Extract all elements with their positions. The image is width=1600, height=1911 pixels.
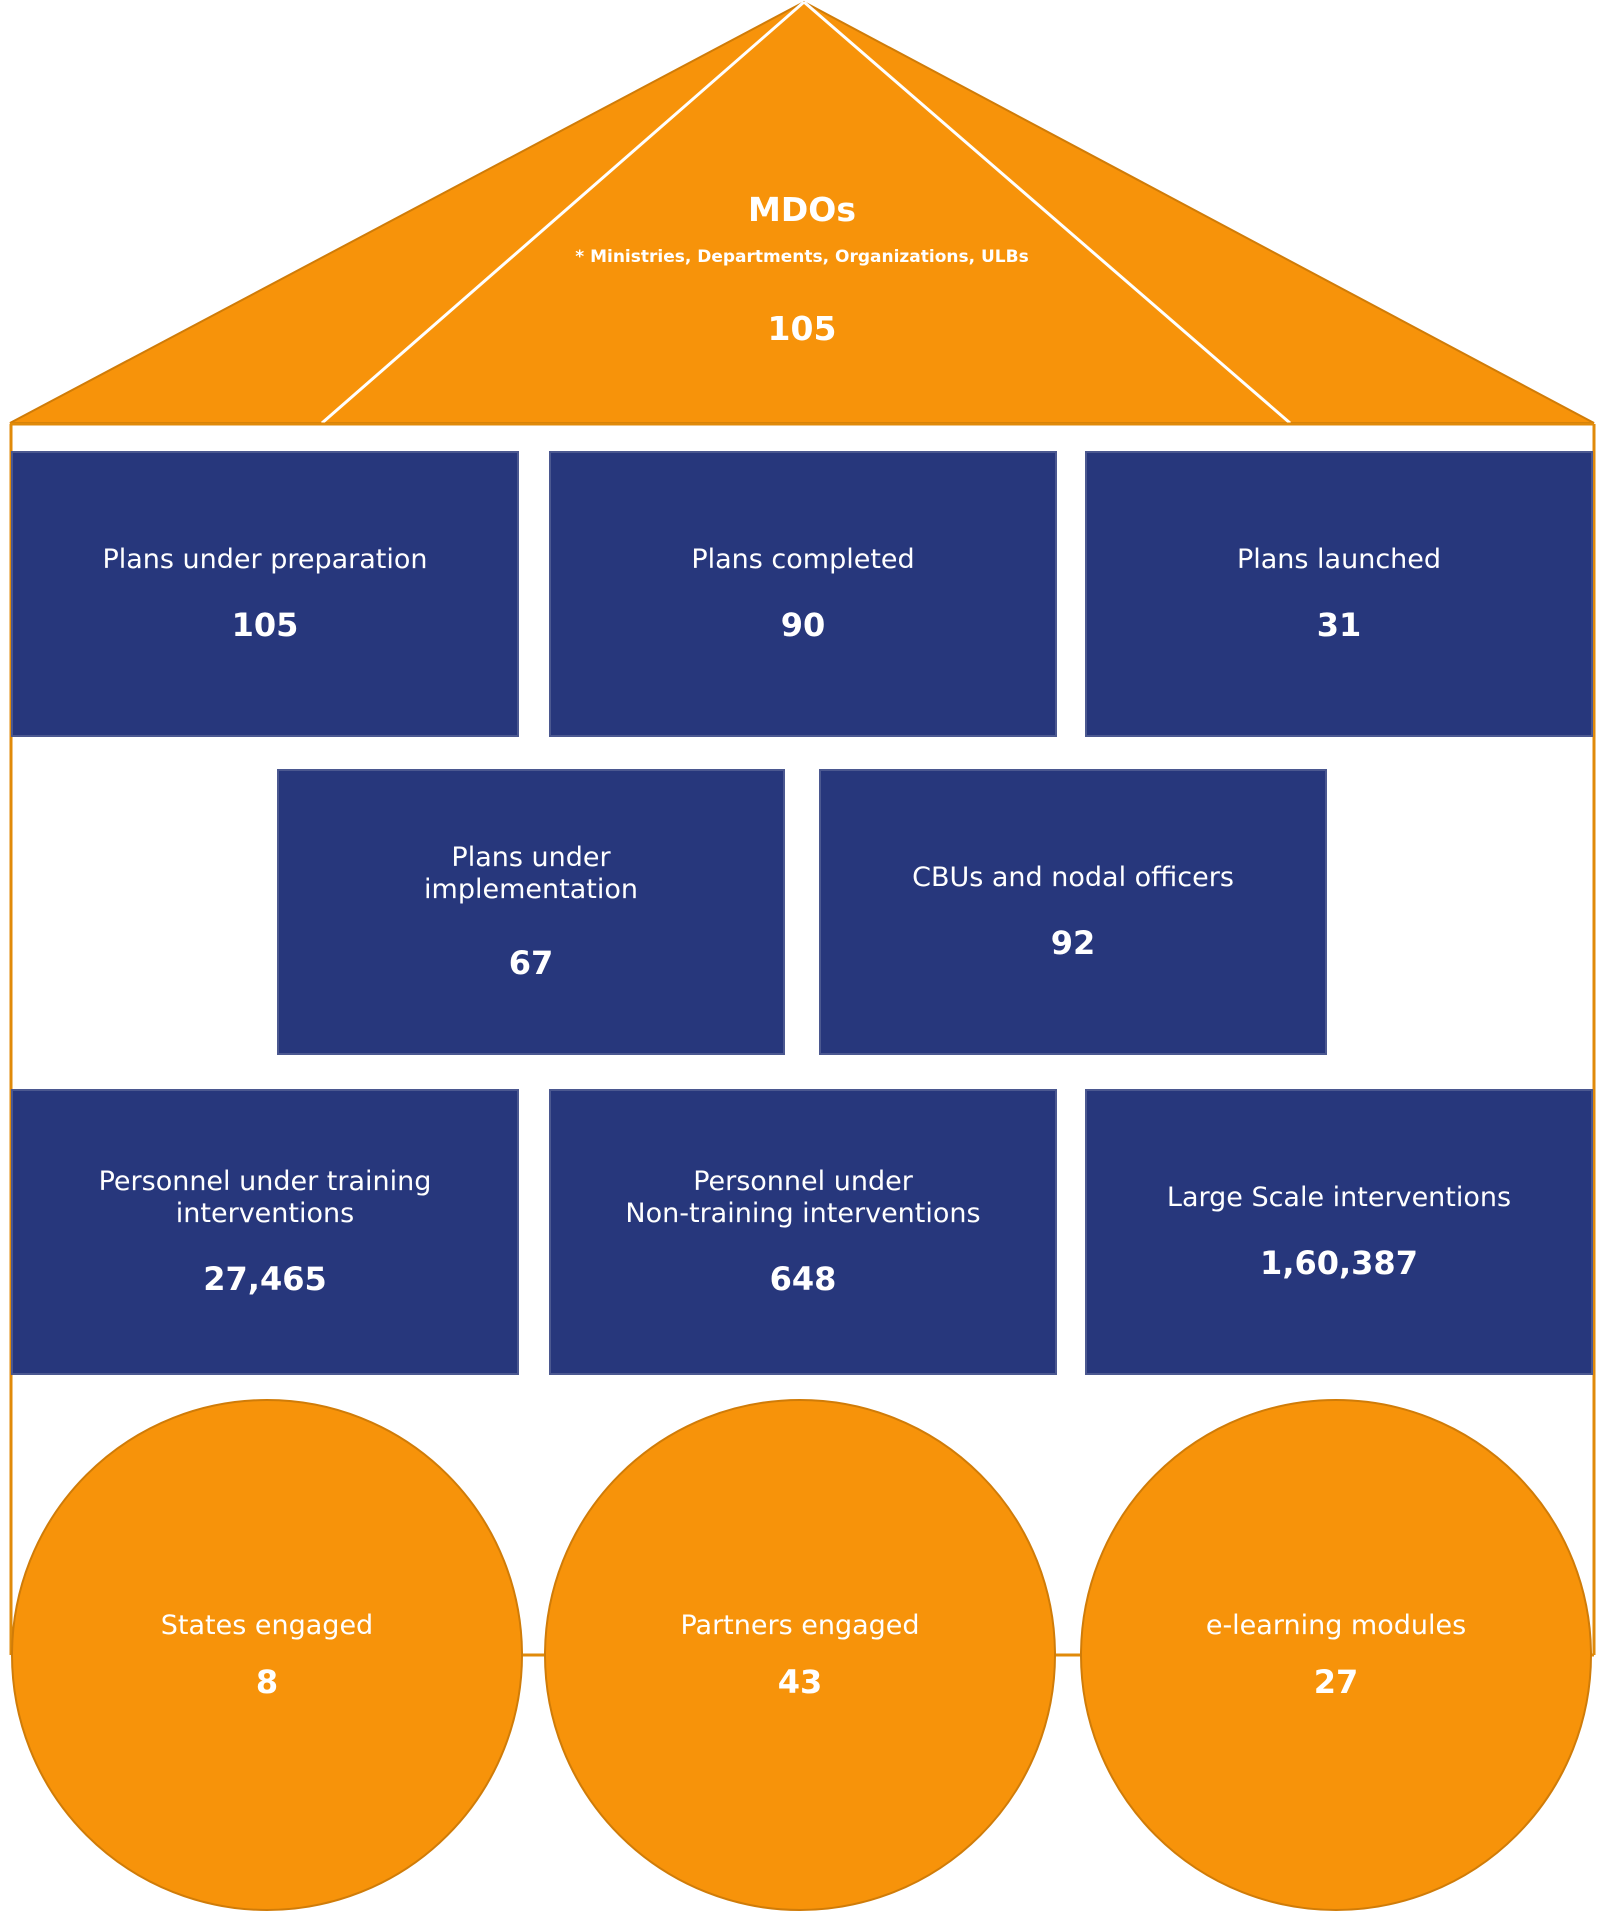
circle-elearning-modules: e-learning modules 27 [1080, 1399, 1592, 1911]
box-personnel-training: Personnel under training interventions 2… [11, 1089, 519, 1375]
box-plans-completed: Plans completed 90 [549, 451, 1057, 737]
box-plans-under-implementation: Plans under implementation 67 [277, 769, 785, 1055]
box-label: Large Scale interventions [1166, 1182, 1512, 1213]
circle-value: 27 [1313, 1662, 1359, 1701]
circle-label: States engaged [160, 1609, 374, 1641]
box-plans-under-preparation: Plans under preparation 105 [11, 451, 519, 737]
circle-label: e-learning modules [1205, 1609, 1467, 1641]
box-label: Personnel under training interventions [98, 1166, 432, 1229]
roof-subtitle: * Ministries, Departments, Organizations… [575, 247, 1029, 267]
box-value: 27,465 [203, 1260, 327, 1298]
box-cbus-nodal-officers: CBUs and nodal officers 92 [819, 769, 1327, 1055]
box-value: 31 [1316, 606, 1362, 644]
box-value: 1,60,387 [1260, 1244, 1418, 1282]
circle-partners-engaged: Partners engaged 43 [544, 1399, 1056, 1911]
circle-label: Partners engaged [680, 1609, 920, 1641]
roof-inner-line-right [803, 0, 1291, 425]
box-label: CBUs and nodal officers [912, 862, 1234, 893]
roof-content: MDOs * Ministries, Departments, Organiza… [500, 190, 1104, 348]
circle-value: 43 [777, 1662, 823, 1701]
box-value: 92 [1050, 924, 1096, 962]
roof-value: 105 [767, 309, 837, 348]
box-personnel-non-training: Personnel under Non-training interventio… [549, 1089, 1057, 1375]
box-value: 105 [231, 606, 299, 644]
box-large-scale-interventions: Large Scale interventions 1,60,387 [1085, 1089, 1593, 1375]
box-label: Personnel under Non-training interventio… [625, 1166, 981, 1229]
box-plans-launched: Plans launched 31 [1085, 451, 1593, 737]
circle-states-engaged: States engaged 8 [11, 1399, 523, 1911]
box-value: 90 [780, 606, 826, 644]
box-value: 648 [769, 1260, 837, 1298]
roof-title: MDOs [748, 190, 856, 229]
roof-inner-line-left [321, 0, 805, 425]
circle-value: 8 [255, 1662, 279, 1701]
box-value: 67 [508, 944, 554, 982]
box-label: Plans launched [1236, 544, 1442, 575]
box-label: Plans completed [691, 544, 915, 575]
box-label: Plans under preparation [102, 544, 428, 575]
box-label: Plans under implementation [424, 842, 638, 905]
